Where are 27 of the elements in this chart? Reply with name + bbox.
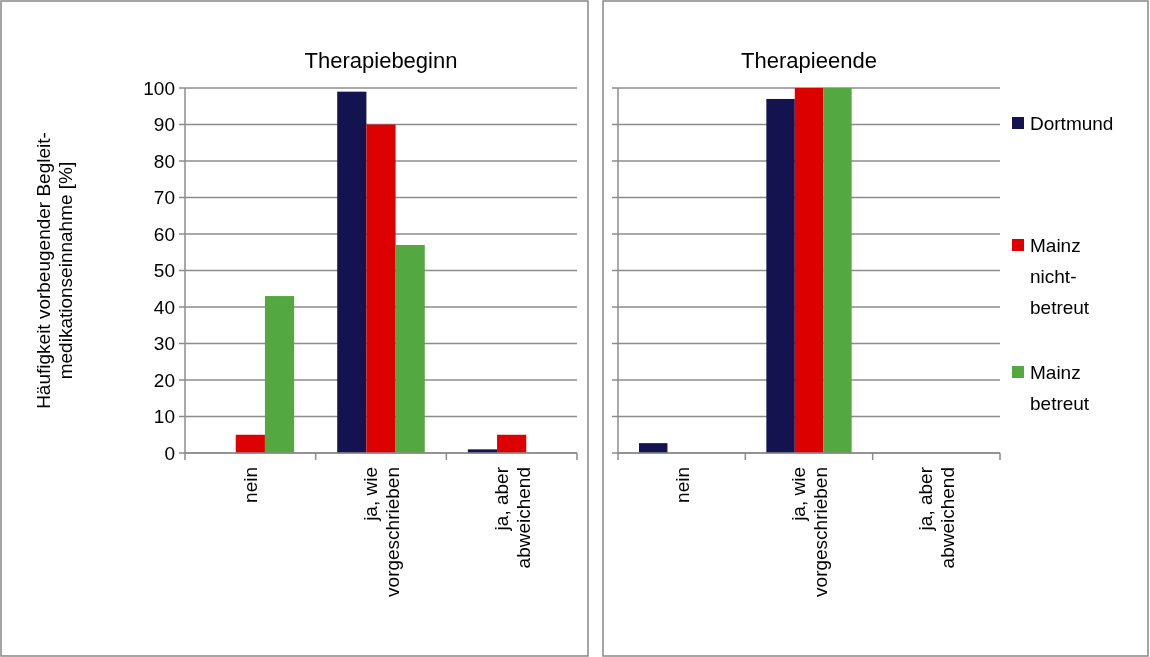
legend-label: Mainz nicht-betreut	[1030, 234, 1090, 318]
y-tick-label: 100	[143, 77, 175, 99]
x-tick-label: ja, aber abweichend	[490, 466, 534, 569]
bar	[395, 244, 425, 453]
y-tick-label: 40	[153, 296, 175, 318]
y-axis-title: Häufigkeit vorbeugender Begleit-medikationseinnahme [%]	[33, 132, 76, 409]
y-tick-label: 10	[153, 406, 175, 428]
y-tick-label: 80	[153, 150, 175, 172]
legend-label: Dortmund	[1030, 112, 1114, 134]
bar	[337, 91, 367, 453]
x-tick-label: ja, aber abweichend	[915, 466, 959, 569]
bar	[366, 124, 396, 453]
legend-label: Mainz betreut	[1030, 361, 1090, 414]
bar	[264, 296, 295, 453]
y-tick-label: 30	[153, 333, 175, 355]
y-tick-label: 0	[164, 442, 175, 464]
y-tick-label: 90	[153, 114, 175, 136]
bar	[235, 434, 265, 453]
y-tick-label: 60	[153, 223, 175, 245]
y-tick-label: 50	[153, 260, 175, 282]
x-tick-label: nein	[240, 467, 262, 503]
chart-title: Therapiebeginn	[304, 48, 458, 73]
y-tick-label: 20	[153, 369, 175, 391]
y-tick-label: 70	[153, 187, 175, 209]
x-tick-label: nein	[671, 467, 693, 503]
chart-title: Therapieende	[741, 48, 877, 73]
bar	[497, 434, 527, 453]
